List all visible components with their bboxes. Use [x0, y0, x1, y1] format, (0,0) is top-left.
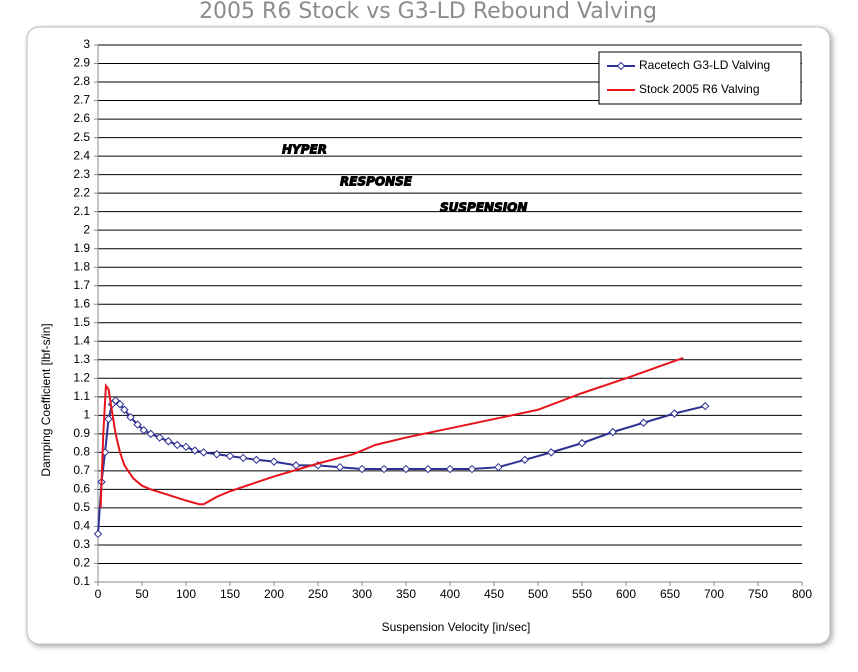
data-point	[212, 450, 222, 459]
data-point	[608, 427, 618, 437]
data-point	[700, 401, 710, 411]
data-point	[111, 396, 120, 405]
data-point	[670, 409, 679, 418]
y-tick-label: 0.5	[73, 500, 90, 514]
y-tick-label: 1.4	[73, 333, 90, 347]
x-tick-label: 100	[176, 587, 196, 601]
data-point	[423, 464, 433, 474]
y-axis-label: Damping Coefficient [lbf-s/in]	[39, 323, 53, 476]
y-tick-label: 2.1	[73, 204, 90, 218]
chart-title: 2005 R6 Stock vs G3-LD Rebound Valving	[199, 0, 657, 24]
data-point	[577, 438, 587, 448]
y-tick-label: 0.4	[73, 519, 90, 533]
y-tick-label: 2.7	[73, 93, 90, 107]
data-point	[445, 464, 455, 474]
x-tick-label: 50	[135, 587, 149, 601]
y-tick-label: 3	[83, 37, 90, 51]
data-point	[238, 453, 248, 463]
x-tick-label: 550	[572, 587, 592, 601]
y-tick-label: 2.9	[73, 56, 90, 70]
y-tick-label: 1.2	[73, 370, 90, 384]
x-tick-label: 600	[616, 587, 636, 601]
y-tick-label: 0.6	[73, 482, 90, 496]
data-point	[181, 442, 191, 452]
x-tick-label: 150	[220, 587, 240, 601]
data-point	[252, 455, 261, 464]
y-tick-label: 2.8	[73, 74, 90, 88]
series-line	[99, 356, 684, 508]
data-point	[120, 405, 129, 414]
x-tick-label: 800	[792, 587, 812, 601]
y-tick-label: 1.6	[73, 296, 90, 310]
y-tick-label: 2.4	[73, 148, 90, 162]
x-tick-label: 300	[352, 587, 372, 601]
y-tick-label: 1.7	[73, 278, 90, 292]
y-tick-label: 1.8	[73, 259, 90, 273]
y-tick-label: 1.5	[73, 315, 90, 329]
legend-marker	[616, 61, 626, 71]
y-tick-label: 1	[83, 408, 90, 422]
data-point	[93, 529, 103, 539]
y-tick-label: 0.3	[73, 537, 90, 551]
y-tick-label: 0.2	[73, 556, 90, 570]
y-tick-label: 2.6	[73, 111, 90, 125]
data-point	[401, 464, 411, 474]
data-point	[199, 448, 208, 457]
x-tick-label: 350	[396, 587, 416, 601]
x-tick-label: 650	[660, 587, 680, 601]
y-tick-label: 1.9	[73, 241, 90, 255]
data-point	[172, 440, 182, 450]
legend-label: Racetech G3-LD Valving	[639, 58, 770, 72]
logo: HYPER RESPONSE SUSPENSION	[282, 142, 528, 215]
y-tick-label: 1.3	[73, 352, 90, 366]
y-tick-label: 0.7	[73, 463, 90, 477]
data-point	[546, 448, 556, 457]
y-tick-label: 2.2	[73, 185, 90, 199]
y-tick-label: 2	[83, 222, 90, 236]
x-tick-label: 0	[95, 587, 102, 601]
series-line	[97, 399, 706, 534]
data-point	[379, 464, 389, 474]
logo-text: RESPONSE	[340, 175, 413, 189]
data-point	[133, 420, 142, 429]
data-point	[139, 425, 148, 435]
data-point	[494, 462, 503, 472]
data-point	[269, 457, 279, 466]
data-point	[126, 412, 135, 422]
x-tick-label: 400	[440, 587, 460, 601]
data-point	[467, 464, 477, 474]
x-tick-label: 500	[528, 587, 548, 601]
x-tick-label: 450	[484, 587, 504, 601]
y-tick-label: 0.1	[73, 574, 90, 588]
x-tick-label: 200	[264, 587, 284, 601]
data-point	[155, 433, 164, 442]
x-tick-label: 750	[748, 587, 768, 601]
logo-text: HYPER	[282, 143, 327, 157]
x-tick-label: 250	[308, 587, 328, 601]
y-tick-label: 2.3	[73, 167, 90, 181]
x-axis-label: Suspension Velocity [in/sec]	[382, 620, 531, 634]
legend-label: Stock 2005 R6 Valving	[639, 82, 760, 96]
data-point	[639, 418, 648, 427]
data-point	[115, 400, 125, 409]
y-tick-label: 0.9	[73, 426, 90, 440]
data-point	[225, 451, 235, 461]
legend-box	[598, 51, 802, 105]
data-point	[146, 429, 156, 439]
data-point	[335, 462, 345, 472]
data-point	[164, 437, 173, 446]
data-point	[190, 446, 200, 455]
data-point	[104, 414, 113, 424]
y-tick-label: 2.5	[73, 130, 90, 144]
y-tick-label: 0.8	[73, 445, 90, 459]
data-point	[291, 461, 301, 470]
x-tick-label: 700	[704, 587, 724, 601]
logo-text: SUSPENSION	[440, 201, 527, 215]
data-point	[357, 464, 367, 474]
y-tick-label: 1.1	[73, 389, 90, 403]
data-point	[520, 455, 530, 464]
